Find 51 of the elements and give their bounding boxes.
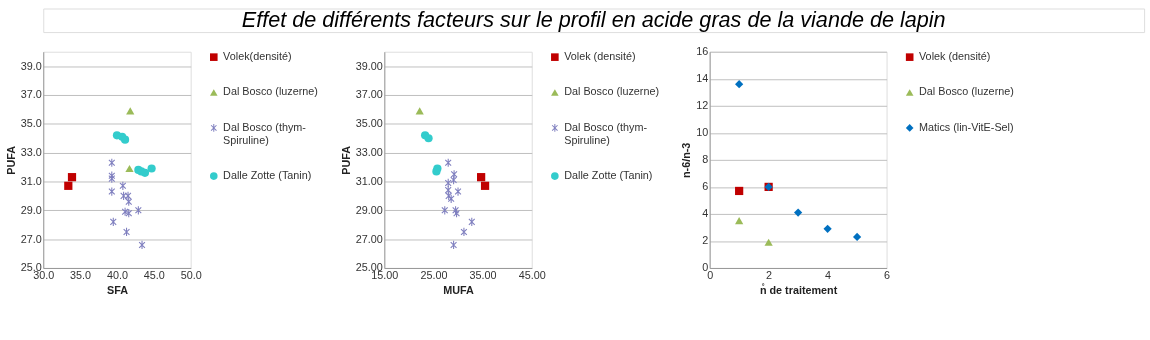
x-axis-title: n̊ de traitement: [759, 283, 838, 297]
x-tick-label: 25.00: [420, 269, 448, 282]
y-tick-label: 29.00: [355, 203, 383, 216]
legend-label: Volek(densité): [223, 50, 292, 63]
legend-label: Dal Bosco (thym-Spiruline): [223, 120, 307, 146]
x-tick-label: 6: [884, 269, 891, 282]
legend-label: Dal Bosco (luzerne): [564, 85, 659, 98]
y-tick-label: 33.00: [355, 146, 383, 159]
y-tick-label: 39.0: [20, 59, 42, 72]
legend-label: Volek (densité): [564, 50, 636, 63]
y-axis-title: PUFA: [4, 145, 17, 175]
y-tick-label: 8: [702, 153, 709, 166]
y-tick-label: 33.0: [20, 146, 42, 159]
x-tick-label: 35.0: [70, 269, 92, 282]
legend-label: Volek (densité): [919, 50, 991, 63]
y-tick-label: 39.00: [355, 59, 383, 72]
x-tick-label: 45.0: [143, 269, 165, 282]
y-tick-label: 31.0: [20, 174, 42, 187]
y-tick-label: 10: [696, 126, 709, 139]
y-tick-label: 0: [702, 261, 709, 274]
y-tick-label: 27.0: [20, 232, 42, 245]
y-tick-label: 4: [702, 207, 709, 220]
y-axis-title: n-6/n-3: [680, 142, 693, 179]
legend-label: Dalle Zotte (Tanin): [223, 169, 312, 182]
legend-label: Dal Bosco (luzerne): [919, 85, 1014, 98]
x-tick-label: 4: [825, 269, 832, 282]
y-tick-label: 35.0: [20, 117, 42, 130]
x-axis-title: SFA: [106, 284, 129, 297]
x-tick-label: 40.0: [106, 269, 128, 282]
legend-label: Dalle Zotte (Tanin): [564, 169, 653, 182]
x-tick-label: 35.00: [469, 269, 497, 282]
y-tick-label: 37.00: [355, 88, 383, 101]
x-tick-label: 45.00: [518, 269, 546, 282]
y-tick-label: 12: [696, 99, 709, 112]
y-tick-label: 27.00: [355, 232, 383, 245]
x-axis-title: MUFA: [443, 284, 475, 297]
y-tick-label: 2: [702, 234, 709, 247]
y-tick-label: 29.0: [20, 203, 42, 216]
y-tick-label: 31.00: [355, 174, 383, 187]
y-tick-label: 16: [696, 45, 709, 58]
legend-label: Dal Bosco (thym-Spiruline): [564, 120, 648, 146]
y-tick-label: 37.0: [20, 88, 42, 101]
text: Effet de différents facteurs sur le profil en acide gras de la viande de lapin: [241, 7, 946, 33]
x-tick-label: 50.0: [180, 269, 202, 282]
y-tick-label: 35.00: [355, 117, 383, 130]
x-tick-label: 2: [766, 269, 773, 282]
legend-label: Matics (lin-VitE-Sel): [919, 120, 1014, 133]
y-axis-title: PUFA: [339, 145, 352, 175]
y-tick-label: 6: [702, 180, 709, 193]
legend-label: Dal Bosco (luzerne): [223, 85, 318, 98]
y-tick-label: 14: [696, 72, 709, 85]
